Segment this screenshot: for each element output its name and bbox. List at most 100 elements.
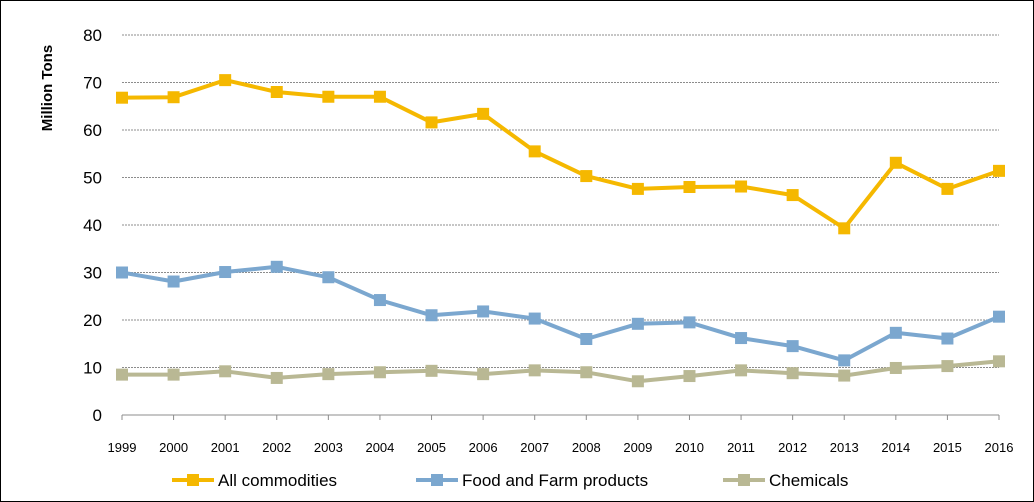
y-tick-label: 80 [83,26,102,45]
data-point [993,355,1005,368]
x-tick-label: 2013 [830,440,859,455]
y-tick-label: 70 [83,74,102,93]
data-point [270,260,283,273]
data-point [683,316,696,329]
data-point [580,366,593,379]
data-point [167,368,180,381]
x-tick-label: 2007 [520,440,549,455]
data-point [735,332,748,345]
legend-label: All commodities [218,471,337,490]
x-tick-label: 2001 [211,440,240,455]
legend-marker-swatch [187,474,199,486]
gridlines [122,34,999,368]
data-point [116,266,128,279]
x-tick-label: 2005 [417,440,446,455]
data-point [477,305,490,318]
data-point [270,371,283,384]
data-point [941,332,954,345]
data-point [889,156,902,169]
data-point [889,361,902,374]
x-tick-label: 2009 [623,440,652,455]
data-point [786,189,799,202]
data-point [993,164,1005,177]
x-tick-label: 2016 [985,440,1014,455]
x-tick-label: 2006 [469,440,498,455]
data-point [167,275,180,288]
x-tick-label: 2010 [675,440,704,455]
y-axis-ticks: 0 10 20 30 40 50 60 70 80 [83,26,102,425]
x-tick-label: 1999 [108,440,137,455]
legend-label: Food and Farm products [462,471,648,490]
data-point [219,365,232,378]
data-point [580,333,593,345]
data-point [786,340,799,353]
series-line [121,78,1000,231]
x-tick-label: 2003 [314,440,343,455]
data-point [889,326,902,339]
data-point [116,91,128,104]
series-line [121,264,1000,363]
data-point [425,116,438,129]
data-point [219,266,232,279]
x-tick-label: 2014 [881,440,910,455]
data-point [270,86,283,98]
x-tick-label: 2002 [262,440,291,455]
y-tick-label: 30 [83,264,102,283]
data-point [838,354,851,367]
data-point [322,368,335,381]
data-point [838,222,851,235]
data-point [528,145,541,158]
data-point [167,91,180,104]
y-tick-label: 0 [93,406,102,425]
data-point [735,364,748,377]
legend-label: Chemicals [769,471,848,490]
data-point [683,181,696,193]
x-tick-label: 2012 [778,440,807,455]
legend-item-chemicals: Chemicals [723,471,848,490]
y-tick-label: 10 [83,359,102,378]
data-point [993,310,1005,323]
data-point [322,271,335,284]
y-axis-label: Million Tons [39,45,56,131]
data-point [477,368,490,381]
x-axis: 1999 2000 2001 2002 2003 2004 2005 2006 2007 2008… [108,414,1014,455]
data-point [941,360,954,373]
series-layer [116,74,1005,388]
legend: All commodities Food and Farm products Che… [172,471,848,490]
data-point [219,74,232,87]
data-point [528,364,541,377]
series-line [122,359,1000,384]
data-point [373,294,386,307]
series-chemicals [116,355,1005,388]
y-tick-label: 20 [83,311,102,330]
x-tick-label: 2000 [159,440,188,455]
data-point [786,367,799,380]
data-point [735,180,748,193]
x-tick-label: 2011 [727,440,755,455]
legend-item-food-and-farm-products: Food and Farm products [416,471,648,490]
x-tick-label: 2015 [933,440,962,455]
data-point [373,90,386,103]
data-point [322,90,335,103]
y-tick-label: 60 [83,121,102,140]
series-food-and-farm-products [116,260,1005,367]
x-tick-label: 2004 [365,440,394,455]
data-point [631,317,644,330]
data-point [683,370,696,383]
data-point [631,182,644,195]
data-point [116,368,128,381]
legend-item-all-commodities: All commodities [172,471,337,490]
data-point [373,366,386,379]
data-point [941,182,954,195]
legend-marker-swatch [431,474,443,486]
x-tick-label: 2008 [572,440,601,455]
data-point [838,369,851,382]
data-point [631,375,644,388]
legend-marker-swatch [738,474,750,486]
data-point [425,364,438,377]
data-point [580,170,593,183]
data-point [425,309,438,322]
data-point [528,312,541,325]
